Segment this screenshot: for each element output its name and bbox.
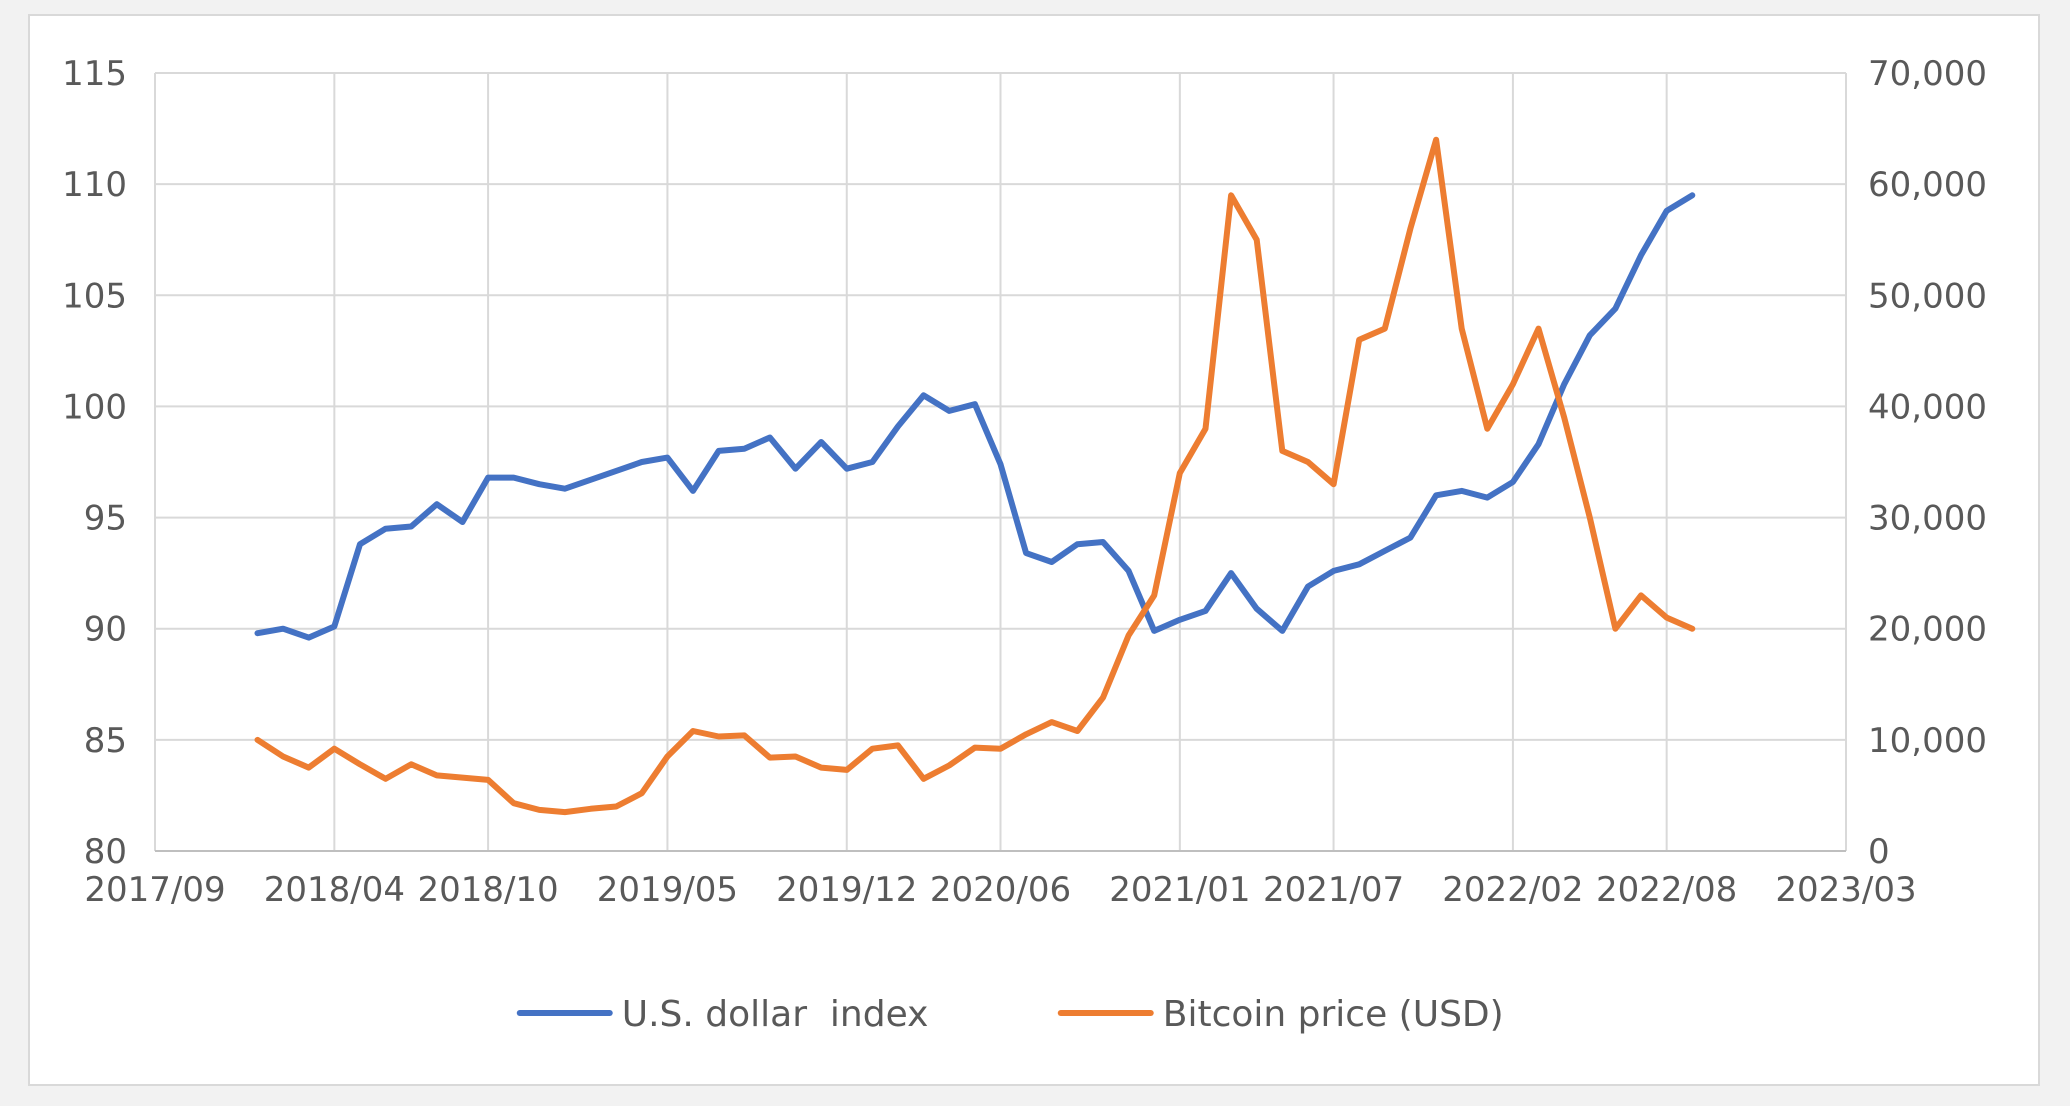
series-line-bitcoin-price [254,136,1696,816]
x-tick-label: 2019/12 [776,870,917,910]
y-right-tick-label: 10,000 [1868,721,1987,761]
x-tick-label: 2019/05 [597,870,738,910]
legend-label: U.S. dollar index [622,994,929,1035]
x-tick-label: 2023/03 [1775,870,1916,910]
x-tick-label: 2021/01 [1109,870,1250,910]
chart-svg: 80 85 90 95 100 105 110 115 0 10,000 20,000 30,000 4… [62,54,1987,1035]
x-tick-label: 2018/10 [417,870,558,910]
x-tick-label: 2021/07 [1263,870,1404,910]
y-left-tick-label: 110 [62,165,127,205]
y-left-tick-label: 115 [62,54,127,94]
x-tick-label: 2017/09 [84,870,225,910]
y-left-tick-label: 95 [84,499,127,539]
y-right-tick-label: 60,000 [1868,165,1987,205]
x-tick-label: 2020/06 [930,870,1071,910]
y-left-tick-label: 85 [84,721,127,761]
y-left-tick-label: 100 [62,387,127,427]
y-left-tick-label: 105 [62,276,127,316]
y-left-tick-label: 80 [84,832,127,872]
x-tick-label: 2022/08 [1596,870,1737,910]
y-right-tick-label: 30,000 [1868,499,1987,539]
label-layer: 80 85 90 95 100 105 110 115 0 10,000 20,000 30,000 4… [62,54,1987,910]
y-right-tick-label: 70,000 [1868,54,1987,94]
y-right-tick-label: 40,000 [1868,387,1987,427]
y-left-tick-label: 90 [84,610,127,650]
chart-frame: 80 85 90 95 100 105 110 115 0 10,000 20,000 30,000 4… [28,14,2040,1086]
x-tick-label: 2018/04 [264,870,405,910]
x-tick-label: 2022/02 [1442,870,1583,910]
legend-label: Bitcoin price (USD) [1163,994,1504,1035]
series-layer [254,136,1696,816]
y-right-tick-label: 0 [1868,832,1890,872]
legend-layer: U.S. dollar index Bitcoin price (USD) [516,994,1504,1035]
y-right-tick-label: 20,000 [1868,610,1987,650]
series-line-dollar-index [254,192,1696,641]
y-right-tick-label: 50,000 [1868,276,1987,316]
